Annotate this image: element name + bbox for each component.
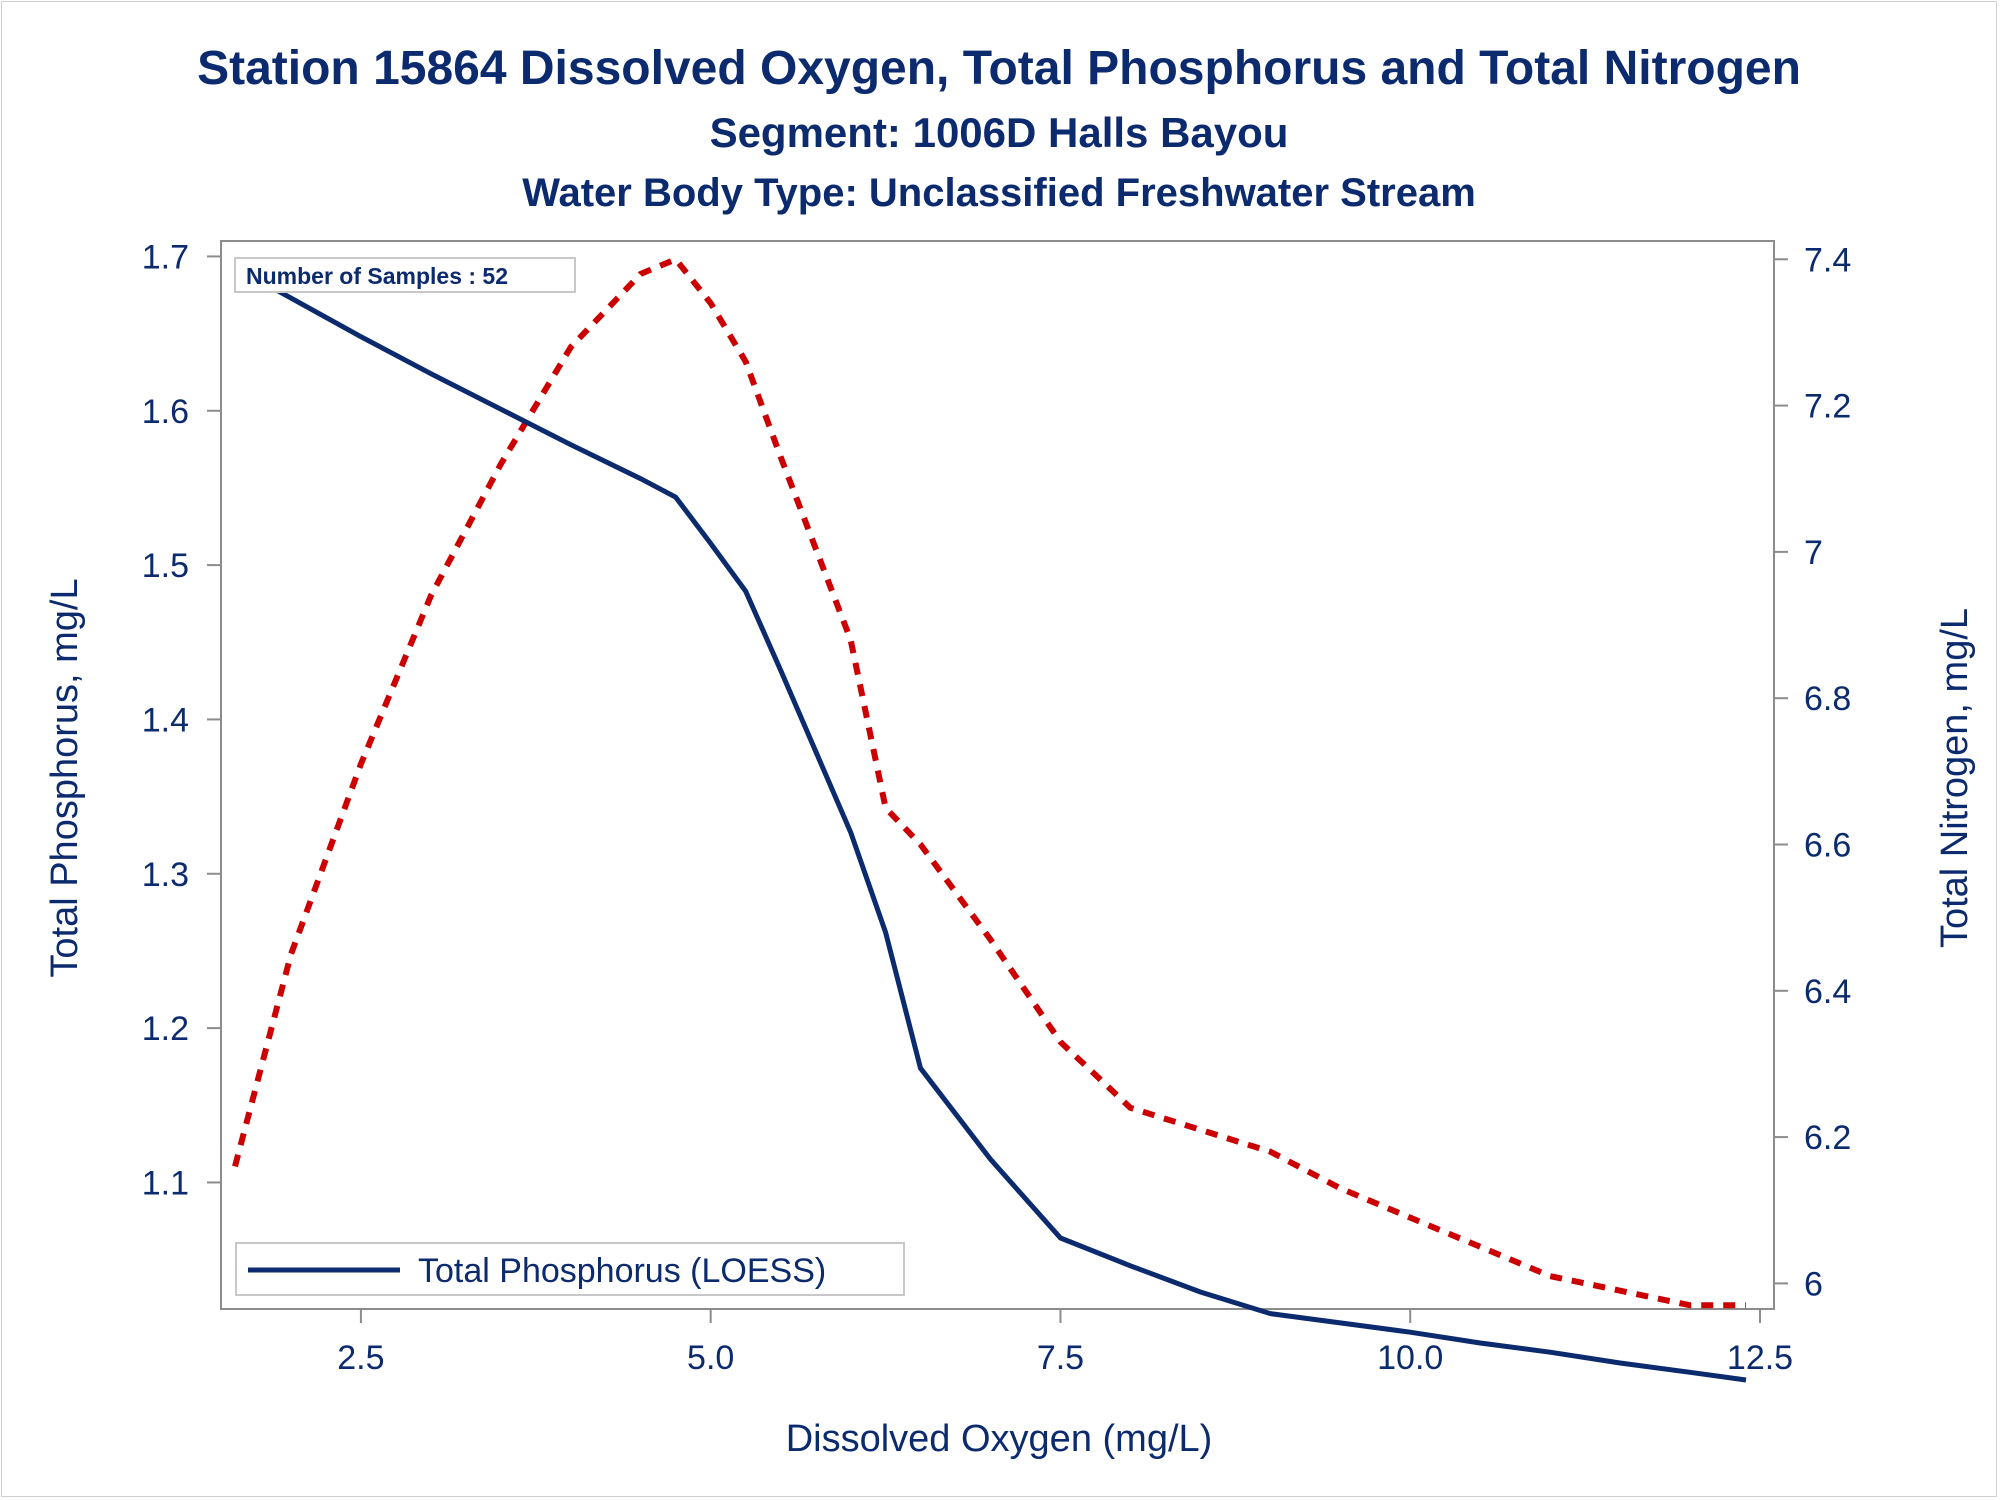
series-line-total-phosphorus xyxy=(233,265,1747,1383)
y-axis-left-label: Total Phosphorus, mg/L xyxy=(44,578,86,977)
y2-tick-label: 6.8 xyxy=(1804,680,1851,718)
x-tick-label: 10.0 xyxy=(1377,1339,1443,1377)
y2-tick-label: 6.2 xyxy=(1804,1119,1851,1157)
y-axis-right-label: Total Nitrogen, mg/L xyxy=(1934,608,1976,948)
legend-label-total-phosphorus: Total Phosphorus (LOESS) xyxy=(418,1252,826,1290)
y-tick-label: 1.5 xyxy=(142,547,189,585)
plot-area xyxy=(220,240,1775,1310)
series-line-total-nitrogen xyxy=(232,255,1746,1309)
y-tick-label: 1.6 xyxy=(142,393,189,431)
y2-tick-label: 6.6 xyxy=(1804,826,1851,864)
y-tick-label: 1.4 xyxy=(142,701,189,739)
x-tick-label: 5.0 xyxy=(687,1339,734,1377)
y-tick-label: 1.7 xyxy=(142,238,189,276)
chart-subtitle-waterbody: Water Body Type: Unclassified Freshwater… xyxy=(522,171,1476,215)
x-tick-label: 7.5 xyxy=(1037,1339,1084,1377)
x-tick-label: 12.5 xyxy=(1727,1339,1793,1377)
samples-count-label: Number of Samples : 52 xyxy=(246,263,508,289)
samples-inset-box xyxy=(234,257,576,293)
y-axis-right: 6 6.2 6.4 6.6 6.8 7 7.2 7.4 xyxy=(1774,241,1851,1303)
y2-tick-label: 6.4 xyxy=(1804,973,1851,1011)
y-axis-left: 1.1 1.2 1.3 1.4 1.5 1.6 1.7 xyxy=(142,238,221,1202)
chart-title: Station 15864 Dissolved Oxygen, Total Ph… xyxy=(197,42,1801,95)
x-axis: 2.5 5.0 7.5 10.0 12.5 xyxy=(337,1309,1793,1377)
y2-tick-label: 7.2 xyxy=(1804,388,1851,426)
x-tick-label: 2.5 xyxy=(337,1339,384,1377)
chart-subtitle-segment: Segment: 1006D Halls Bayou xyxy=(710,109,1289,156)
y2-tick-label: 6 xyxy=(1804,1265,1823,1303)
y2-tick-label: 7.4 xyxy=(1804,241,1851,279)
y-tick-label: 1.2 xyxy=(142,1010,189,1048)
y-tick-label: 1.1 xyxy=(142,1164,189,1202)
y2-tick-label: 7 xyxy=(1804,534,1823,572)
x-axis-label: Dissolved Oxygen (mg/L) xyxy=(786,1418,1213,1460)
y-tick-label: 1.3 xyxy=(142,856,189,894)
